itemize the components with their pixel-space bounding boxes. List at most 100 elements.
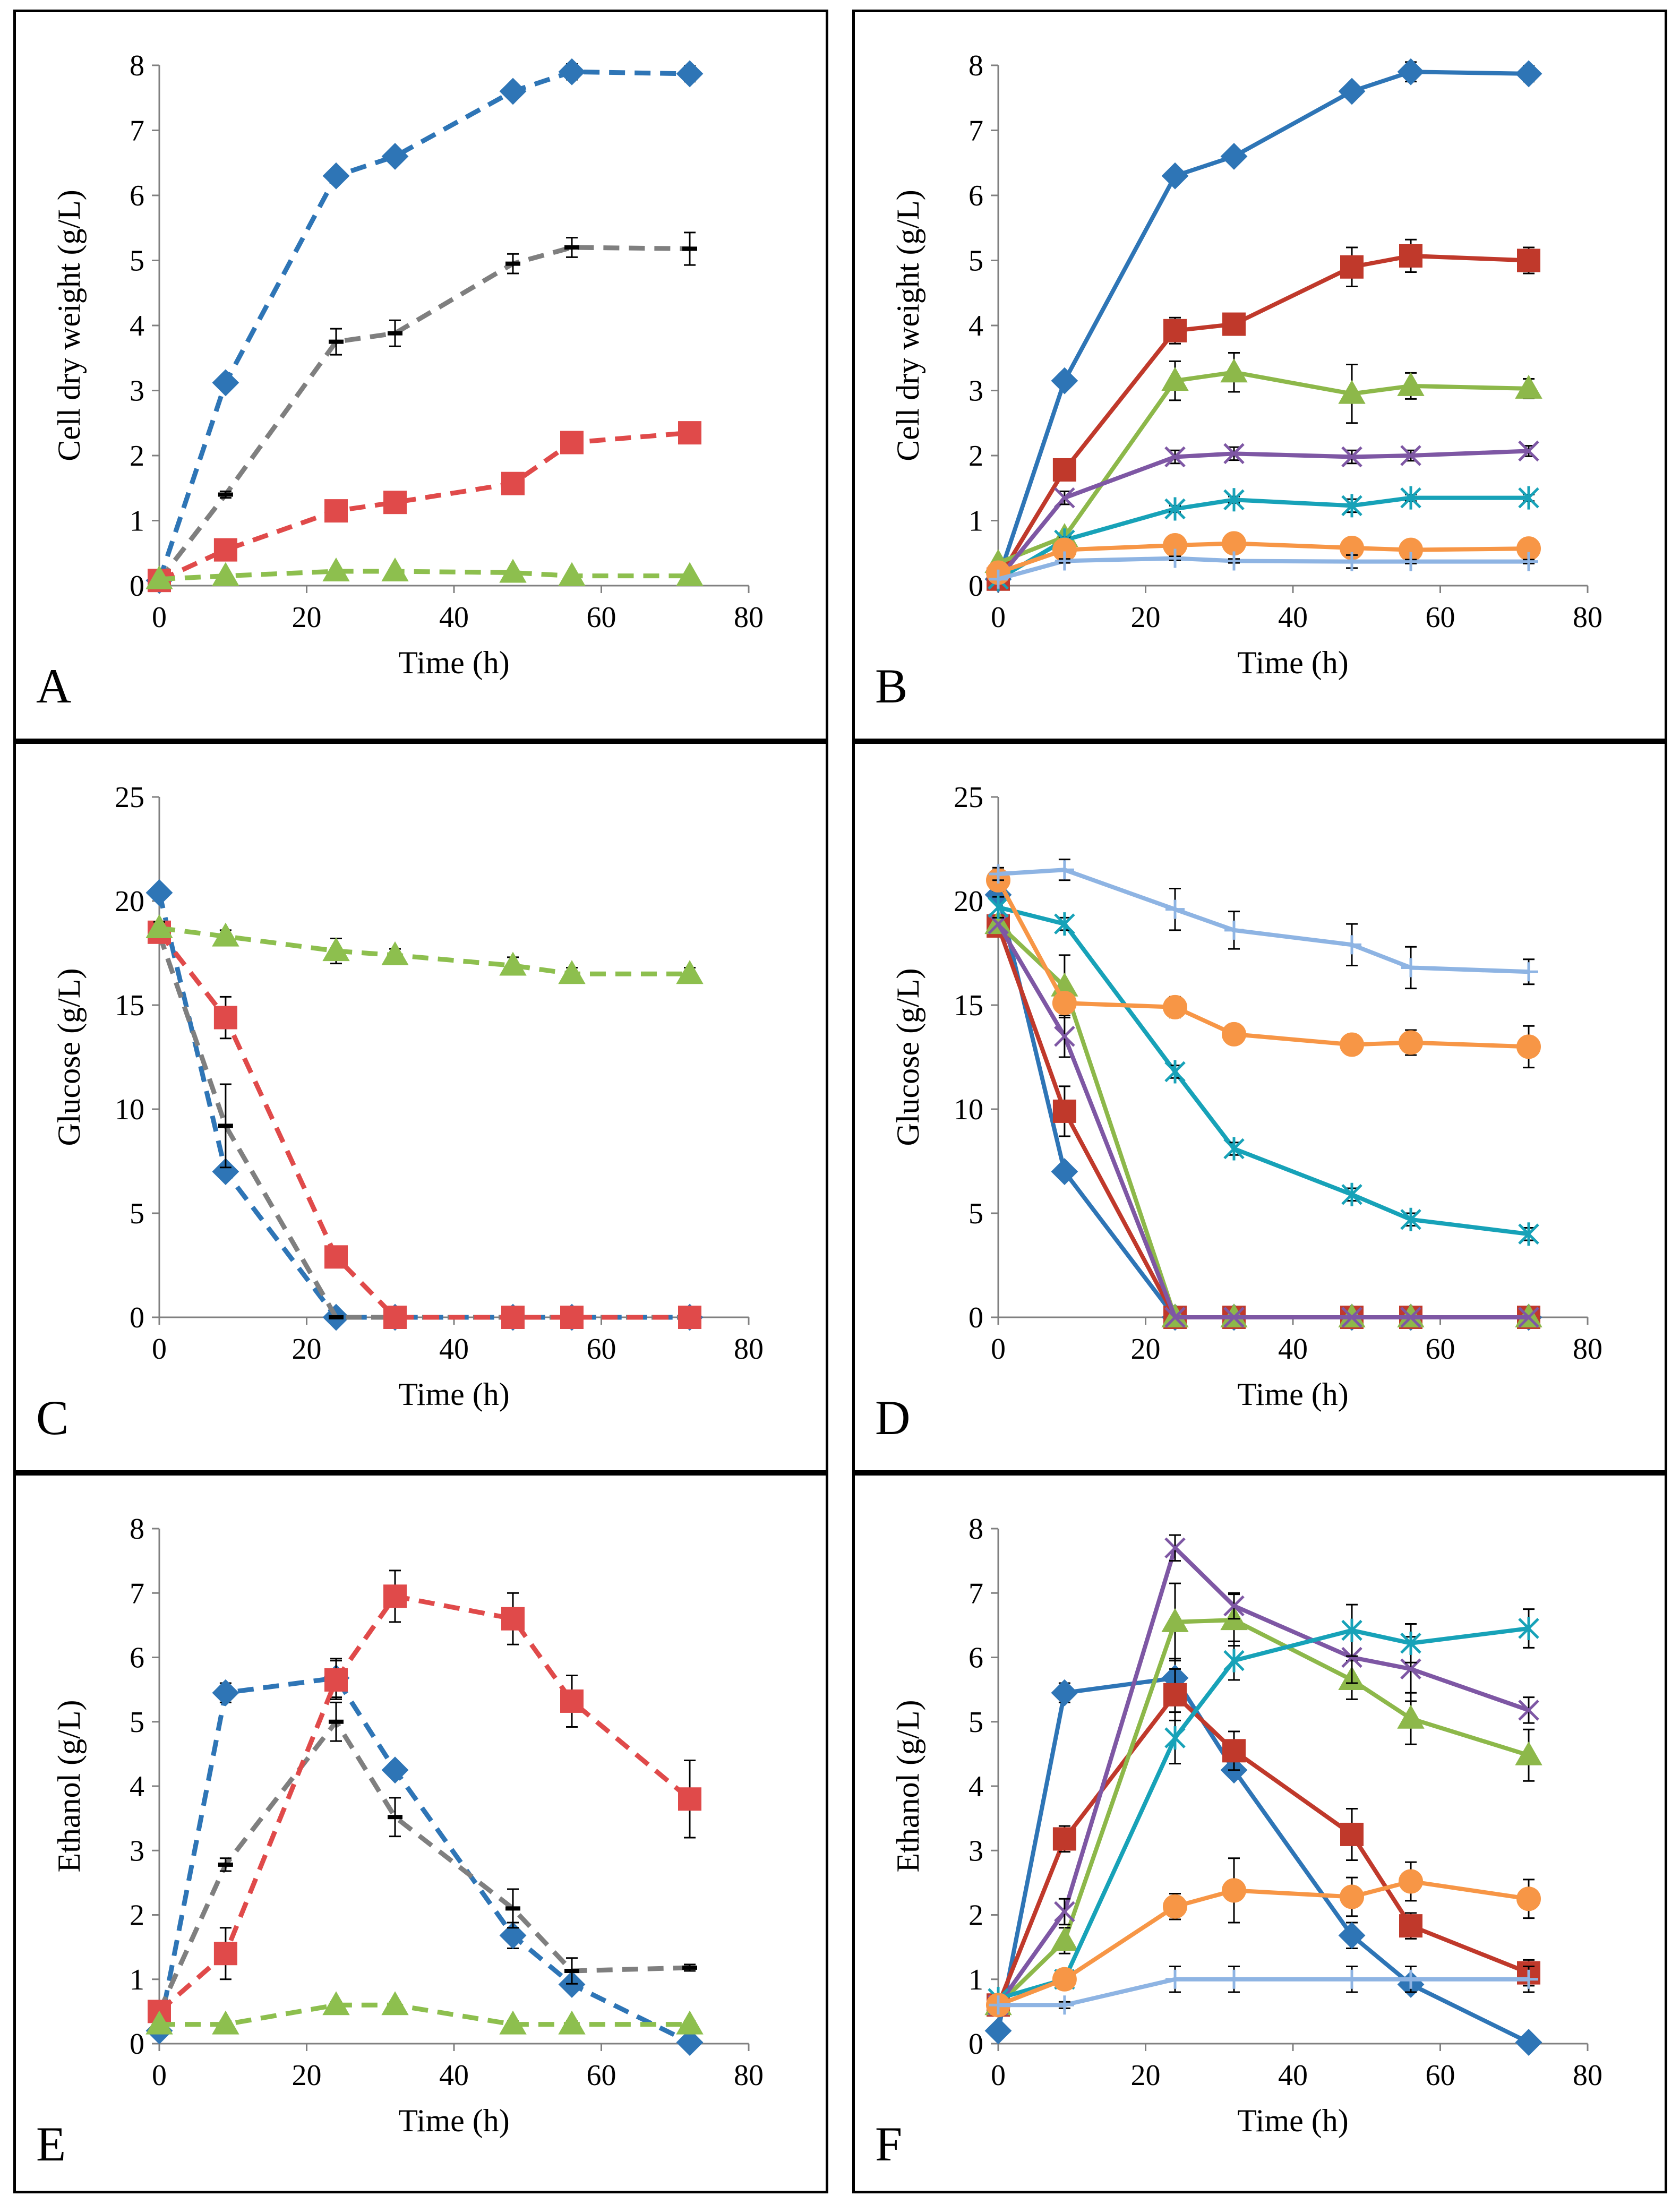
series-2-line bbox=[996, 1692, 1530, 2006]
x-tick-label: 60 bbox=[1426, 601, 1455, 634]
series-3-point bbox=[501, 1306, 525, 1329]
x-tick-label: 80 bbox=[734, 2059, 764, 2092]
series-4-point bbox=[988, 913, 1009, 934]
series-1-point bbox=[1051, 367, 1078, 395]
series-6-point bbox=[1340, 1032, 1364, 1057]
y-tick-label: 6 bbox=[130, 1642, 144, 1675]
series-4-point bbox=[381, 941, 409, 965]
series-6-point bbox=[1222, 1878, 1246, 1903]
series-1 bbox=[145, 1658, 704, 2056]
series-7-point bbox=[1519, 962, 1538, 982]
series-4-point bbox=[558, 960, 586, 984]
series-1-point bbox=[558, 58, 586, 85]
series-3-point bbox=[324, 1245, 348, 1269]
series-4-point bbox=[322, 937, 350, 962]
y-tick-label: 8 bbox=[130, 49, 144, 82]
series-2-line bbox=[996, 925, 1529, 1319]
series-4-line bbox=[996, 923, 1529, 1319]
panel-f: 0 1 2 3 4 5 6 7 8 0 20 40 60 80 Time (h) Ethanol (g/L) F bbox=[852, 1473, 1667, 2193]
series-2-point bbox=[564, 1968, 579, 1973]
series-3-point bbox=[213, 1006, 237, 1030]
series-1-point bbox=[676, 2029, 704, 2056]
x-tick-label: 20 bbox=[1131, 601, 1161, 634]
series-1-point bbox=[1515, 2029, 1542, 2056]
series-6-point bbox=[1516, 1886, 1541, 1911]
series-4-point bbox=[212, 562, 239, 586]
series-2-point bbox=[1399, 1914, 1422, 1938]
series-5-point bbox=[1054, 912, 1075, 936]
series-7-point bbox=[1165, 548, 1185, 568]
series-2-point bbox=[682, 246, 697, 251]
y-tick-label: 7 bbox=[968, 115, 983, 148]
series-3-point bbox=[324, 1668, 348, 1692]
series-2-point bbox=[564, 245, 579, 250]
y-tick-label: 25 bbox=[954, 781, 983, 814]
series-5-point bbox=[1223, 1137, 1245, 1161]
y-axis-title: Glucose (g/L) bbox=[52, 968, 87, 1146]
y-tick-label: 1 bbox=[968, 1963, 983, 1996]
y-tick-label: 8 bbox=[130, 1513, 144, 1546]
series-7-point bbox=[1342, 1969, 1361, 1989]
series-7-point bbox=[1342, 935, 1361, 955]
series-2-point bbox=[218, 1124, 233, 1128]
x-axis-title: Time (h) bbox=[398, 1377, 509, 1412]
x-tick-label: 60 bbox=[1426, 1333, 1455, 1366]
y-tick-label: 0 bbox=[968, 570, 983, 603]
x-tick-label: 0 bbox=[152, 1333, 167, 1366]
series-2-point bbox=[682, 1965, 697, 1970]
series-2-line bbox=[157, 1719, 690, 2013]
series-3-line bbox=[997, 922, 1529, 1319]
series-2-point bbox=[1340, 255, 1364, 279]
x-tick-label: 80 bbox=[1573, 2059, 1602, 2092]
chart-panel-c: 0 5 10 15 20 25 0 20 40 60 80 Time (h) Glucose (g/L)… bbox=[36, 781, 764, 1445]
series-3-point bbox=[324, 499, 348, 523]
series-2 bbox=[152, 932, 697, 1320]
series-7-point bbox=[1342, 552, 1361, 571]
y-tick-label: 5 bbox=[130, 245, 144, 278]
panel-d: 0 5 10 15 20 25 0 20 40 60 80 Time (h) Glucose (g/L)… bbox=[852, 741, 1667, 1473]
panel-e: 0 1 2 3 4 5 6 7 8 0 20 40 60 80 Time (h) Ethanol (g/L) E bbox=[13, 1473, 828, 2193]
series-3 bbox=[984, 1582, 1542, 2016]
series-4-point bbox=[676, 562, 704, 586]
series-5-point bbox=[1518, 1616, 1539, 1640]
series-7-line bbox=[998, 868, 1529, 974]
y-tick-label: 5 bbox=[968, 1197, 983, 1230]
series-6-point bbox=[1052, 1967, 1077, 1992]
series-7-point bbox=[989, 864, 1008, 884]
series-2-point bbox=[329, 1315, 344, 1319]
y-axis-title: Ethanol (g/L) bbox=[890, 1700, 925, 1873]
series-7-point bbox=[1401, 958, 1420, 977]
series-4 bbox=[145, 1991, 704, 2035]
series-1-point bbox=[1338, 1922, 1366, 1949]
series-5-point bbox=[1223, 1649, 1245, 1673]
panel-letter: E bbox=[36, 2117, 66, 2171]
series-2-point bbox=[505, 261, 520, 266]
series-3-point bbox=[678, 421, 701, 445]
x-axis-title: Time (h) bbox=[1237, 1377, 1348, 1412]
panel-b: 0 1 2 3 4 5 6 7 8 0 20 40 60 80 Time (h) Cell dry weigh… bbox=[852, 10, 1667, 741]
y-tick-label: 2 bbox=[968, 440, 983, 473]
y-tick-label: 8 bbox=[968, 49, 983, 82]
y-tick-label: 7 bbox=[968, 1577, 983, 1610]
series-7-point bbox=[1224, 920, 1244, 940]
series-1-point bbox=[1338, 78, 1366, 105]
x-axis-title: Time (h) bbox=[398, 645, 509, 680]
x-tick-label: 0 bbox=[991, 601, 1006, 634]
x-axis-title: Time (h) bbox=[398, 2103, 509, 2138]
series-4-line bbox=[159, 569, 690, 582]
x-axis-title: Time (h) bbox=[1237, 645, 1348, 680]
series-1-point bbox=[322, 162, 350, 190]
series-3-point bbox=[1397, 1704, 1425, 1729]
y-tick-label: 3 bbox=[968, 1834, 983, 1867]
series-2-point bbox=[388, 1815, 402, 1820]
series-4-point bbox=[1223, 1595, 1245, 1617]
series-2-line bbox=[157, 933, 690, 1320]
series-1-point bbox=[381, 1756, 409, 1784]
series-6 bbox=[986, 1857, 1541, 2018]
y-tick-label: 10 bbox=[954, 1093, 983, 1126]
x-tick-label: 40 bbox=[1278, 1333, 1308, 1366]
series-2-point bbox=[1222, 312, 1246, 336]
y-tick-label: 6 bbox=[968, 1642, 983, 1675]
